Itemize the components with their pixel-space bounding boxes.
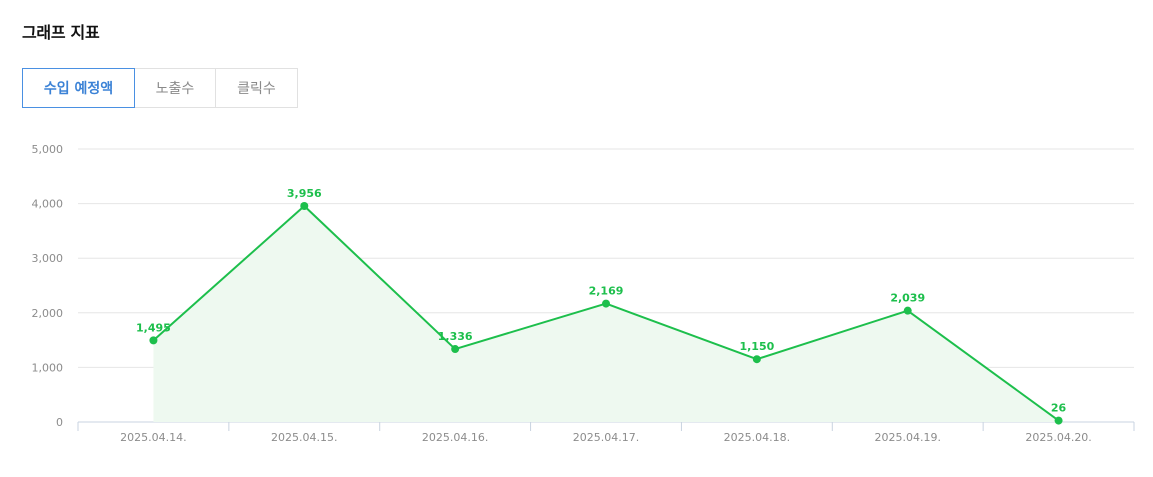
x-tick-label: 2025.04.17. — [573, 431, 639, 444]
data-point[interactable] — [149, 336, 158, 345]
x-tick-label: 2025.04.19. — [874, 431, 940, 444]
tab-clicks[interactable]: 클릭수 — [215, 68, 298, 108]
x-tick-label: 2025.04.18. — [724, 431, 790, 444]
y-tick-label: 1,000 — [32, 361, 64, 374]
data-label: 1,495 — [136, 321, 171, 334]
data-point[interactable] — [752, 355, 761, 364]
data-label: 26 — [1051, 402, 1067, 415]
x-tick-label: 2025.04.20. — [1025, 431, 1091, 444]
data-point[interactable] — [1054, 416, 1063, 425]
y-tick-label: 2,000 — [32, 307, 64, 320]
series-area — [153, 206, 1059, 422]
data-label: 2,039 — [890, 292, 925, 305]
data-label: 1,336 — [438, 330, 473, 343]
y-tick-label: 4,000 — [32, 198, 64, 211]
y-tick-label: 5,000 — [32, 143, 64, 156]
y-tick-label: 0 — [56, 416, 63, 429]
data-point[interactable] — [602, 299, 610, 308]
data-point[interactable] — [300, 202, 309, 211]
section-title: 그래프 지표 — [22, 23, 100, 42]
data-label: 2,169 — [589, 285, 624, 298]
x-tick-label: 2025.04.14. — [120, 431, 186, 444]
y-tick-label: 3,000 — [32, 252, 64, 265]
x-tick-label: 2025.04.16. — [422, 431, 488, 444]
data-label: 1,150 — [739, 340, 774, 353]
data-point[interactable] — [903, 306, 912, 315]
tab-expected-revenue[interactable]: 수입 예정액 — [22, 68, 135, 108]
metric-tabs: 수입 예정액 노출수 클릭수 — [22, 68, 298, 108]
data-point[interactable] — [451, 345, 460, 354]
data-label: 3,956 — [287, 187, 322, 200]
x-tick-label: 2025.04.15. — [271, 431, 337, 444]
